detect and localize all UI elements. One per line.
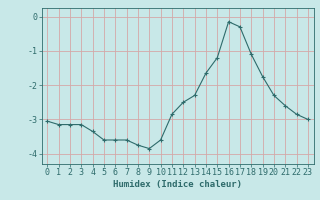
X-axis label: Humidex (Indice chaleur): Humidex (Indice chaleur) (113, 180, 242, 189)
